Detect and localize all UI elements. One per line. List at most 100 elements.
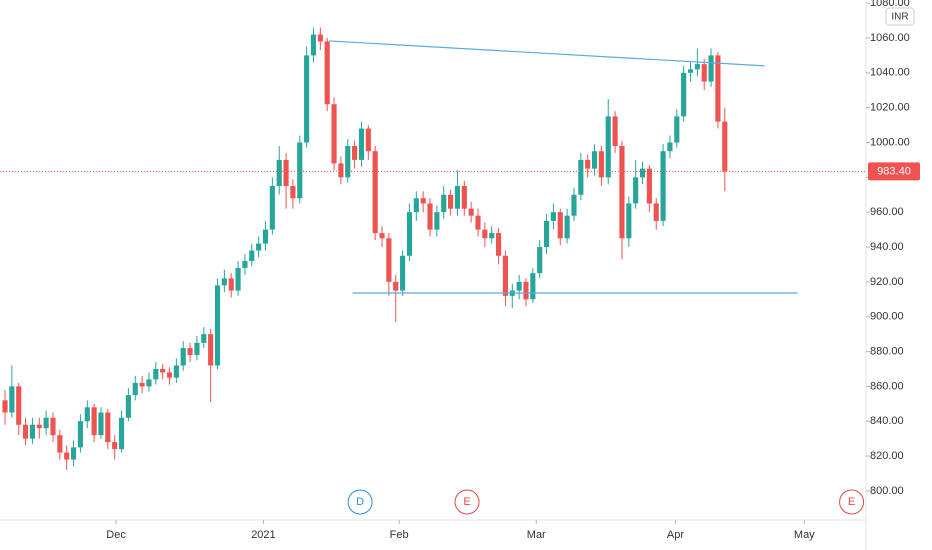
candle-body [468,208,474,216]
candle-body [112,442,118,450]
currency-label: INR [891,12,908,23]
candle-body [626,203,632,239]
y-tick-label: 1000.00 [870,136,910,148]
candle-body [475,215,481,230]
candle-body [166,372,173,378]
candle-body [290,186,296,199]
candle-body [283,159,289,187]
candle-body [331,104,337,164]
candle-body [43,417,49,429]
candle-body [146,379,152,387]
last-price-label: 983.40 [877,165,911,177]
candle-body [715,55,721,122]
candle-body [427,203,433,230]
candle-body [530,273,536,300]
event-marker [454,489,480,515]
candle-body [105,412,111,443]
last-price-box [868,162,920,181]
candle-body [406,212,413,256]
y-tick-label: 960.00 [870,206,904,218]
candle-body [64,452,70,460]
candle-body [201,334,207,343]
candle-body [235,267,241,291]
candle-body [125,395,131,418]
candle-body [84,407,90,422]
y-tick-label: 800.00 [870,485,904,497]
candle-body [249,250,255,261]
candle-body [557,212,563,239]
candle-body [50,417,56,436]
y-tick-label: 1020.00 [870,102,910,114]
candle-body [578,159,584,195]
event-label: D [356,496,364,508]
candle-body [160,368,166,373]
candle-body [681,72,687,117]
candle-body [338,163,344,178]
candle-body [221,278,227,286]
candle-body [633,177,639,204]
candle-body [139,382,145,387]
candle-body [564,215,570,239]
x-tick-label: Apr [667,529,684,541]
y-tick-label: 880.00 [870,345,904,357]
candle-body [173,365,179,378]
candle-body [619,145,625,239]
candle-body [400,255,406,291]
candle-body [269,186,275,230]
candle-body [345,145,351,178]
candle-body [304,55,310,143]
candle-body [297,142,303,199]
candle-body [317,34,323,42]
candle-body [242,260,248,268]
candle-body [722,121,728,172]
candle-body [441,194,447,213]
candle-body [646,168,652,204]
candle-body [70,447,77,460]
candle-body [537,247,543,274]
candle-body [214,285,221,366]
candle-body [571,194,577,216]
candle-body [454,186,461,209]
x-tick-label: Mar [527,529,546,541]
candle-body [16,386,22,425]
candle-body [550,212,556,221]
candle-body [324,41,330,105]
candle-body [256,243,262,251]
x-tick-label: Feb [390,529,409,541]
candle-body [262,229,269,244]
y-tick-label: 940.00 [870,241,904,253]
candle-body [708,55,714,82]
candle-body [91,407,97,436]
event-marker [839,489,865,515]
candle-body [98,412,104,436]
candle-body [153,368,159,380]
x-tick-label: May [794,529,815,541]
candle-body [639,168,646,178]
candle-body [667,142,673,152]
candle-body [420,198,426,204]
candle-body [379,233,385,239]
candle-body [358,128,365,160]
candle-body [386,238,392,282]
candle-body [365,128,371,152]
candle-body [482,229,488,239]
x-tick-label: 2021 [251,529,275,541]
candle-body [523,281,529,300]
candle-body [9,386,15,413]
candle-body [413,198,419,213]
candle-body [352,145,358,160]
candle-body [310,34,317,56]
candle-body [29,424,35,439]
candle-body [448,194,454,209]
y-tick-label: 1040.00 [870,67,910,79]
candle-body [372,151,378,234]
candle-body [516,281,522,291]
candle-body [653,203,659,221]
event-label: E [848,496,855,508]
candle-body [36,424,42,429]
candle-body [57,435,63,453]
candle-body [77,421,83,448]
candle-body [674,116,680,143]
trendline [329,40,765,67]
